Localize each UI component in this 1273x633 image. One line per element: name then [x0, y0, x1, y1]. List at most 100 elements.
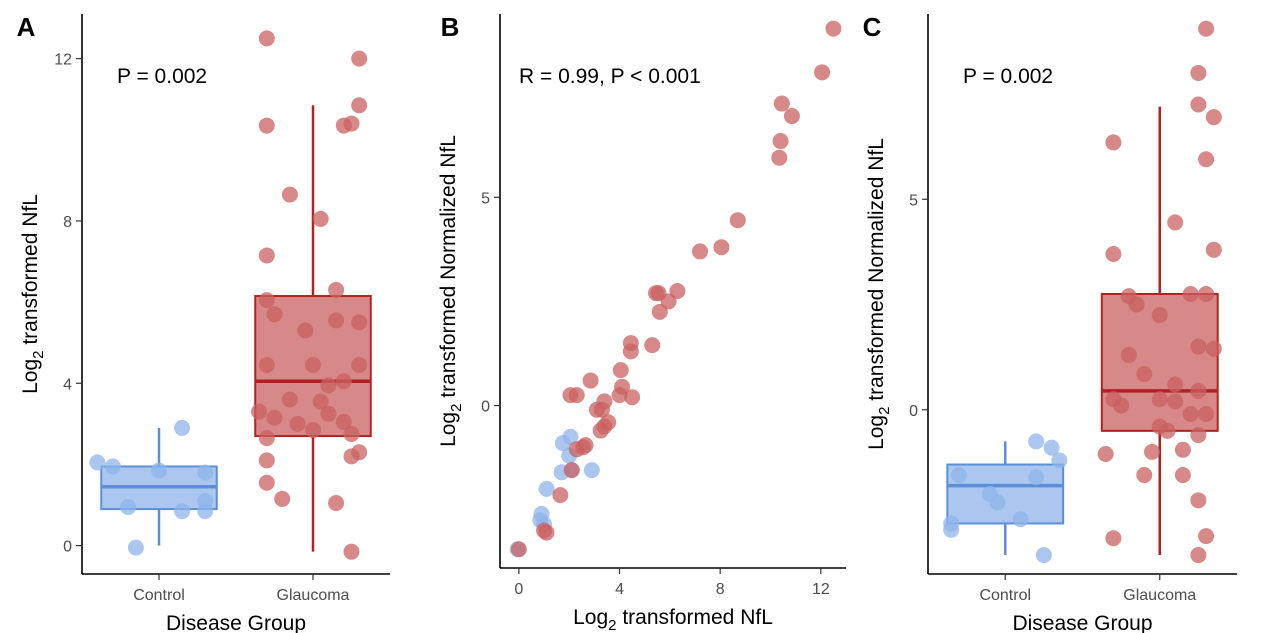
panel-b-point-glaucoma: [660, 293, 677, 310]
panel-b-y-axis-label: Log2 transformed Normalized NfL: [437, 135, 465, 447]
panel-c-point: [1012, 511, 1029, 528]
panel-c-point: [1151, 307, 1168, 324]
panel-c-point: [1043, 439, 1060, 456]
panel-b-point-glaucoma: [669, 283, 686, 299]
panel-c-y-axis-label-base: Log: [865, 415, 888, 450]
panel-a-point: [127, 539, 144, 556]
panel-b-y-tick-label: 0: [481, 399, 490, 416]
panel-a-y-tick-label: 8: [63, 214, 72, 231]
panel-b-annotation: R = 0.99, P < 0.001: [519, 65, 701, 88]
panel-c: 0 5 Control Glaucoma Disease Group Log2 trans…: [863, 12, 1237, 633]
panel-c-point: [1198, 528, 1215, 545]
panel-b-x-axis-label-base: Log: [573, 606, 608, 629]
panel-b-point-glaucoma: [783, 108, 800, 125]
panel-a-point: [297, 322, 314, 339]
panel-c-point: [1035, 547, 1052, 564]
panel-c-point: [950, 467, 967, 484]
panel-b-y-tick-label: 5: [481, 190, 490, 207]
panel-b-point-glaucoma: [713, 239, 730, 256]
panel-a-y-tick-label: 4: [63, 376, 72, 393]
panel-c-label: C: [863, 12, 882, 42]
panel-b-y-axis-label-sub: 2: [448, 404, 465, 412]
panel-a-point: [258, 430, 275, 447]
panel-b-point-glaucoma: [577, 437, 594, 454]
panel-b-label: B: [441, 12, 460, 42]
panel-c-point: [1205, 241, 1222, 258]
panel-c-x-tick-label: Glaucoma: [1123, 587, 1196, 604]
panel-a-point: [258, 357, 275, 374]
panel-a-x-axis-label: Disease Group: [166, 612, 306, 633]
panel-a-x-tick-label: Control: [133, 587, 185, 604]
panel-c-point: [1190, 547, 1207, 564]
panel-a-point: [274, 490, 291, 507]
panel-c-point: [1113, 397, 1130, 414]
panel-a-y-axis-label-rest: transformed NfL: [19, 194, 42, 350]
panel-c-point: [1051, 452, 1068, 469]
panel-a-point: [328, 281, 345, 298]
panel-a-point: [281, 391, 298, 408]
panel-c-y-tick-label: 0: [909, 403, 918, 420]
panel-a-point: [351, 314, 368, 331]
panel-b-point-glaucoma: [614, 378, 631, 395]
panel-a-point: [258, 30, 275, 47]
panel-a-point: [266, 306, 283, 323]
panel-a-y-tick-label: 0: [63, 539, 72, 556]
panel-a-point: [328, 312, 345, 329]
panel-a-point: [335, 373, 352, 390]
panel-c-x-tick-label: Control: [979, 587, 1031, 604]
panel-a-point: [120, 499, 137, 516]
panel-a-label: A: [17, 12, 36, 42]
panel-b-x-axis-label: Log2 transformed NfL: [573, 606, 773, 633]
panel-b-point-glaucoma: [624, 389, 641, 406]
panel-b-point-glaucoma: [825, 20, 842, 37]
panel-c-point: [1136, 366, 1153, 382]
panel-b-point-control: [562, 428, 579, 445]
panel-c-point: [1105, 246, 1122, 262]
panel-b-point-glaucoma: [772, 133, 789, 150]
panel-b-point-glaucoma: [552, 487, 569, 504]
panel-c-point: [1167, 214, 1184, 231]
panel-b-point-glaucoma: [596, 393, 613, 410]
panel-a-point: [174, 419, 191, 436]
panel-c-point: [1190, 382, 1207, 399]
panel-c-y-axis-label-sub: 2: [876, 407, 893, 415]
panel-b-x-axis-label-rest: transformed NfL: [616, 606, 772, 629]
panel-b-point-glaucoma: [771, 149, 788, 166]
panel-a-point: [258, 247, 275, 264]
panel-a-point: [305, 357, 321, 374]
panel-a-y-axis-label-sub: 2: [30, 351, 47, 359]
panel-b-point-control: [583, 462, 600, 479]
panel-c-point: [1105, 530, 1122, 547]
panel-c-point: [1151, 391, 1168, 408]
panel-a-point: [258, 117, 275, 134]
panel-a-point: [343, 448, 360, 465]
panel-a-annotation: P = 0.002: [117, 65, 207, 88]
panel-a-y-tick-label: 12: [54, 52, 72, 69]
panel-c-point: [1182, 286, 1199, 302]
panel-b-point-glaucoma: [692, 243, 709, 260]
panel-c-y-axis-label: Log2 transformed Normalized NfL: [865, 138, 893, 450]
panel-a-point: [320, 405, 337, 422]
panel-c-y-axis-label-rest: transformed Normalized NfL: [865, 138, 888, 406]
panel-b-point-glaucoma: [510, 541, 527, 558]
panel-c-point: [1128, 296, 1145, 313]
panel-a-point: [351, 97, 368, 114]
panel-b-x-tick-label: 8: [716, 581, 725, 598]
panel-c-point: [1190, 96, 1207, 113]
panel-a-point: [351, 357, 368, 374]
panel-a: 0 4 8 12 Control Glaucoma Disease Group Log2 tr…: [17, 12, 390, 633]
panel-c-point: [1167, 376, 1184, 393]
panel-a-point: [343, 115, 360, 132]
panel-a-x-tick-label: Glaucoma: [277, 587, 350, 604]
panel-a-point: [312, 210, 329, 227]
panel-c-point: [1190, 64, 1207, 81]
panel-c-point: [1097, 446, 1114, 462]
panel-c-point: [1190, 492, 1207, 509]
panel-c-point: [1198, 151, 1215, 168]
panel-b-point-glaucoma: [600, 414, 617, 431]
panel-a-point: [305, 421, 321, 438]
panel-a-y-axis-label: Log2 transformed NfL: [19, 194, 47, 394]
panel-a-point: [343, 543, 360, 560]
panel-a-point: [197, 492, 214, 509]
